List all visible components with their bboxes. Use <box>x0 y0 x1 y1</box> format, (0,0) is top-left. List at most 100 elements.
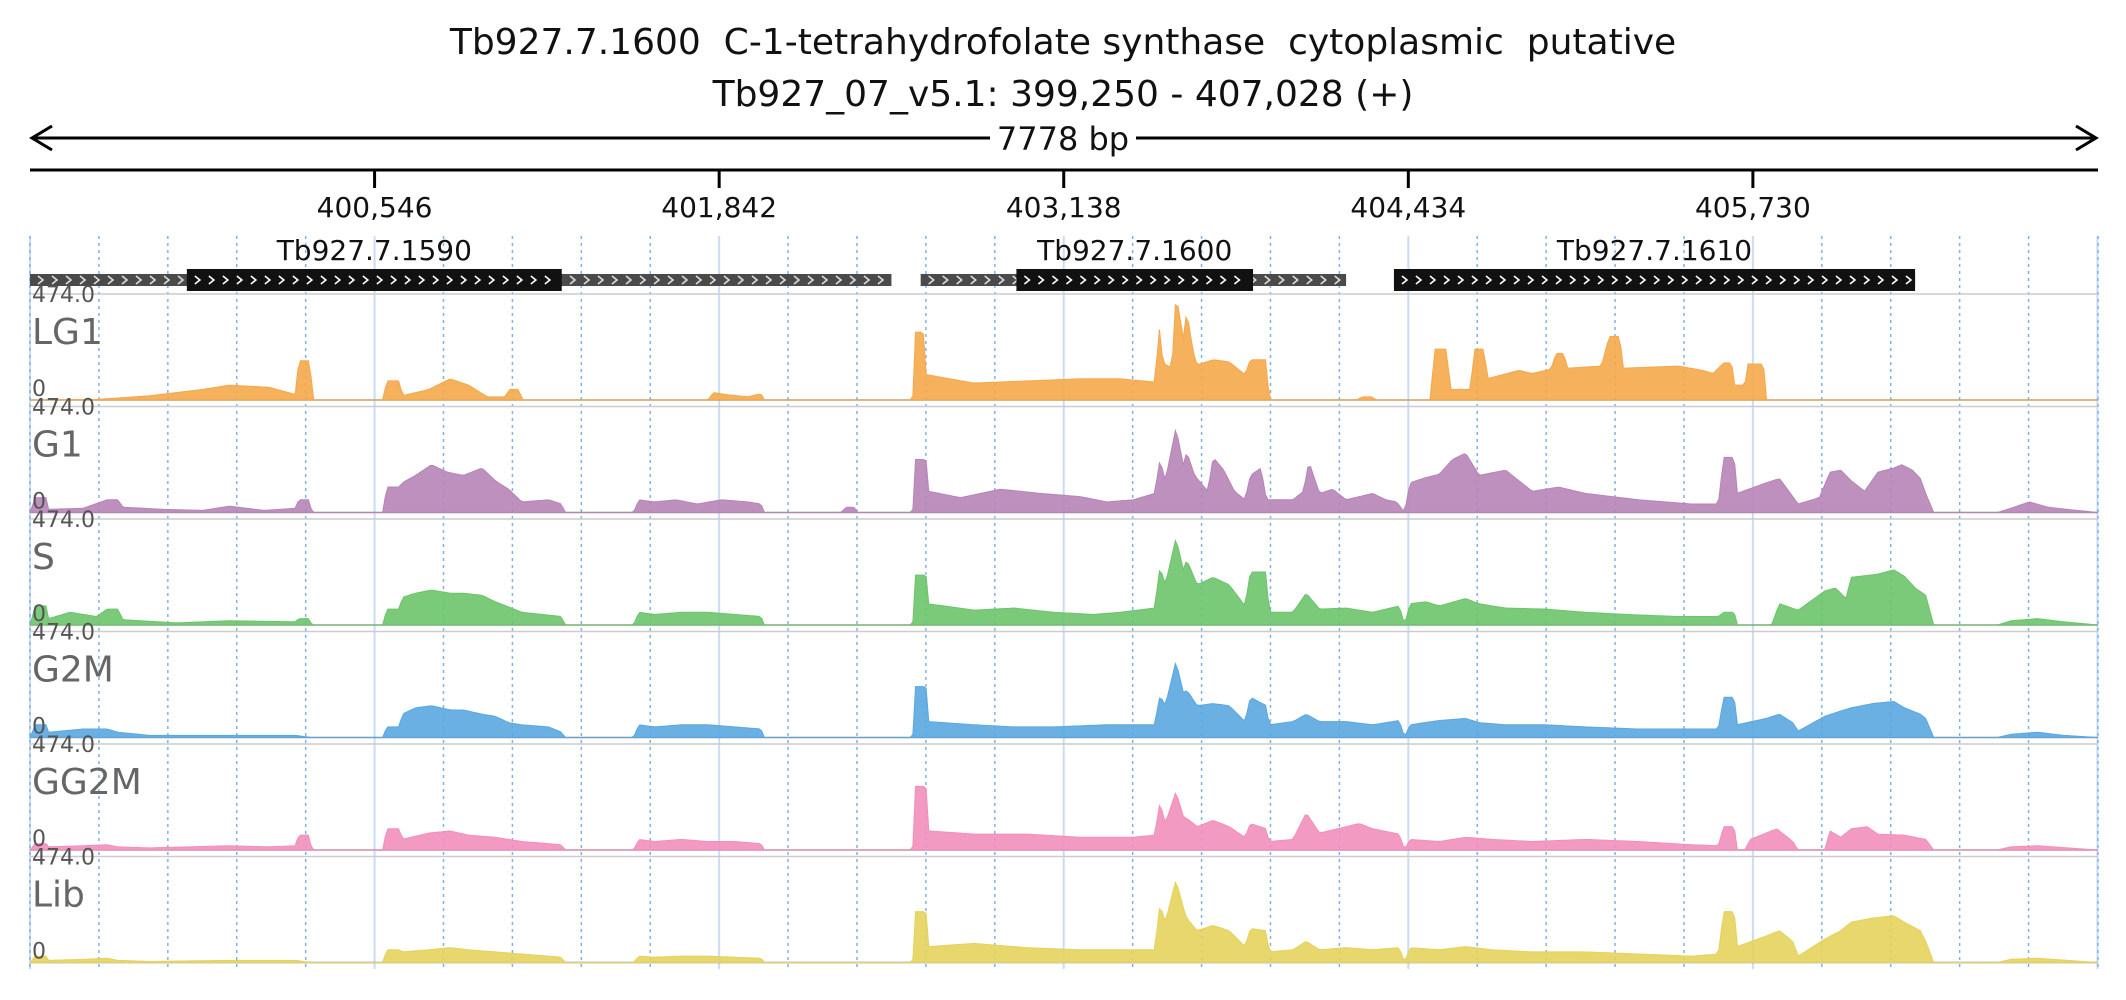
strand-arrow <box>1163 275 1171 285</box>
strand-arrow <box>502 275 510 285</box>
strand-arrow <box>107 275 115 285</box>
strand-arrow <box>1320 275 1327 285</box>
track-label: Lib <box>32 875 85 916</box>
strand-arrow <box>334 275 342 285</box>
strand-arrow <box>264 275 272 285</box>
strand-arrow <box>793 275 801 285</box>
gene-cds-bar <box>1016 269 1254 291</box>
strand-arrow <box>278 275 286 285</box>
strand-arrow <box>208 275 216 285</box>
strand-arrow <box>362 275 370 285</box>
strand-arrow <box>681 275 689 285</box>
gene-label: Tb927.7.1610 <box>1556 234 1752 267</box>
strand-arrow <box>1905 275 1913 285</box>
strand-arrow <box>1093 275 1101 285</box>
strand-arrow <box>135 275 143 285</box>
track-G1: 474.0 0 G1 <box>29 396 2099 515</box>
strand-arrow <box>1306 275 1313 285</box>
strand-arrow <box>1079 275 1087 285</box>
strand-arrow <box>1457 275 1465 285</box>
strand-arrow <box>1527 275 1535 285</box>
track-label: GG2M <box>32 762 142 803</box>
track-label: G1 <box>32 425 83 466</box>
strand-arrow <box>1107 275 1115 285</box>
strand-arrow <box>998 275 1005 285</box>
strand-arrow <box>222 275 230 285</box>
strand-arrow <box>1835 275 1843 285</box>
strand-arrow <box>709 275 717 285</box>
strand-arrow <box>163 275 171 285</box>
y-max-label: 474.0 <box>32 508 95 533</box>
y-min-label: 0 <box>32 602 46 627</box>
span-label-bg <box>990 118 1136 158</box>
strand-arrow <box>65 275 73 285</box>
strand-arrow <box>1821 275 1829 285</box>
strand-arrow <box>779 275 787 285</box>
gene-Tb927.7.1610: Tb927.7.1610 <box>1393 234 1916 291</box>
grid-lines <box>29 236 2099 969</box>
strand-arrow <box>390 275 398 285</box>
strand-arrow <box>1205 275 1213 285</box>
strand-arrow <box>653 275 661 285</box>
strand-arrow <box>695 275 703 285</box>
strand-arrow <box>1264 275 1271 285</box>
strand-arrow <box>1555 275 1563 285</box>
strand-arrow <box>667 275 675 285</box>
strand-arrow <box>376 275 384 285</box>
strand-arrow <box>446 275 454 285</box>
coverage-area-G1 <box>29 428 2099 513</box>
gene-Tb927.7.1600: Tb927.7.1600 <box>920 234 1347 291</box>
gene-Tb927.7.1590: Tb927.7.1590 <box>30 234 892 291</box>
strand-arrow <box>1653 275 1661 285</box>
x-tick-label: 403,138 <box>1006 191 1122 224</box>
strand-arrow <box>1499 275 1507 285</box>
y-max-label: 474.0 <box>32 846 95 871</box>
strand-arrow <box>1065 275 1073 285</box>
strand-arrow <box>956 275 963 285</box>
strand-arrow <box>835 275 843 285</box>
chart-title: Tb927.7.1600 C-1-tetrahydrofolate syntha… <box>449 22 1677 63</box>
track-label: G2M <box>32 650 114 691</box>
x-tick-label: 400,546 <box>317 191 433 224</box>
y-min-label: 0 <box>32 827 46 852</box>
strand-arrow <box>432 275 440 285</box>
gene-label: Tb927.7.1600 <box>1036 234 1232 267</box>
strand-arrow <box>639 275 647 285</box>
coverage-area-GG2M <box>28 785 2099 851</box>
strand-arrow <box>928 275 935 285</box>
strand-arrow <box>821 275 829 285</box>
strand-arrow <box>1513 275 1521 285</box>
track-label: LG1 <box>32 312 103 353</box>
gene-label: Tb927.7.1590 <box>276 234 472 267</box>
strand-arrow <box>1541 275 1549 285</box>
strand-arrow <box>51 275 59 285</box>
y-min-label: 0 <box>32 490 46 515</box>
strand-arrow <box>1415 275 1423 285</box>
gene-cds-bar <box>186 269 562 291</box>
strand-arrow <box>93 275 101 285</box>
y-min-label: 0 <box>32 377 46 402</box>
y-max-label: 474.0 <box>32 283 95 308</box>
strand-arrow <box>1149 275 1157 285</box>
track-G2M: 474.0 0 G2M <box>29 621 2099 740</box>
strand-arrow <box>1625 275 1633 285</box>
strand-arrow <box>942 275 949 285</box>
strand-arrow <box>625 275 633 285</box>
strand-arrow <box>1037 275 1045 285</box>
gene-cds-bar <box>1393 269 1916 291</box>
strand-arrow <box>79 275 87 285</box>
strand-arrow <box>418 275 426 285</box>
span-arrow-right-head <box>2075 124 2099 152</box>
strand-arrow <box>1023 275 1031 285</box>
strand-arrow <box>1597 275 1605 285</box>
strand-arrow <box>121 275 129 285</box>
strand-arrow <box>177 275 185 285</box>
strand-arrow <box>849 275 857 285</box>
strand-arrow <box>1292 275 1299 285</box>
strand-arrow <box>1485 275 1493 285</box>
strand-arrow <box>1233 275 1241 285</box>
strand-arrow <box>1583 275 1591 285</box>
track-GG2M: 474.0 0 GG2M <box>28 733 2099 852</box>
strand-arrow <box>583 275 591 285</box>
